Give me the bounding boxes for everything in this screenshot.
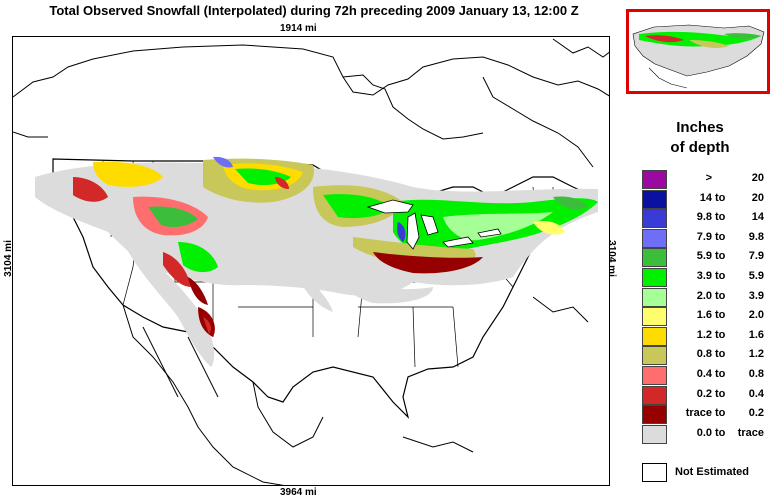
- map-title: Total Observed Snowfall (Interpolated) d…: [49, 3, 579, 18]
- legend-to-value: 1.6: [748, 328, 764, 341]
- legend-from-value: >: [705, 172, 712, 184]
- legend-from-value: 0.0: [696, 426, 712, 439]
- legend-to-value: trace: [737, 426, 764, 439]
- legend-row: 0.0 to trace: [642, 424, 774, 444]
- legend-row: 1.6 to 2.0: [642, 307, 774, 327]
- legend-row: 14 to 20: [642, 189, 774, 209]
- legend-separator: to: [715, 407, 726, 420]
- legend-swatch: [642, 346, 667, 366]
- legend-separator: to: [715, 348, 726, 361]
- great-lakes: [366, 199, 502, 250]
- legend-title-line1: Inches: [676, 119, 724, 136]
- legend-to-value: 0.4: [748, 387, 764, 400]
- legend-swatch: [642, 248, 667, 268]
- legend-title: Inches of depth: [630, 118, 770, 158]
- legend-row: 1.2 to 1.6: [642, 326, 774, 346]
- legend-from-value: trace: [685, 407, 712, 420]
- legend-swatch: [642, 366, 667, 385]
- legend-separator: to: [715, 368, 726, 380]
- legend-to-value: 7.9: [748, 250, 764, 263]
- legend-to-value: 9.8: [748, 230, 764, 243]
- snow-areas: [73, 156, 598, 337]
- legend-separator: to: [715, 289, 726, 302]
- legend-swatch: [642, 405, 667, 425]
- legend-from-value: 1.2: [696, 328, 712, 341]
- legend-row: 7.9 to 9.8: [642, 228, 774, 248]
- legend-separator: to: [715, 309, 726, 322]
- legend-row: 5.9 to 7.9: [642, 248, 774, 268]
- legend-separator: to: [715, 211, 726, 224]
- legend-label-not-estimated: Not Estimated: [675, 466, 749, 478]
- legend-row: >20: [642, 170, 774, 189]
- legend-from-value: 14: [699, 191, 712, 204]
- legend-to-value: 3.9: [748, 289, 764, 302]
- legend-title-line2: of depth: [670, 139, 730, 156]
- legend-to-value: 20: [751, 172, 764, 184]
- legend-to-value: 14: [751, 211, 764, 224]
- legend-from-value: 0.2: [696, 387, 712, 400]
- legend-row: 9.8 to 14: [642, 209, 774, 229]
- legend-from-value: 3.9: [696, 270, 712, 282]
- legend-row: 0.8 to 1.2: [642, 346, 774, 366]
- legend-swatch: [642, 209, 667, 229]
- legend-to-value: 20: [751, 191, 764, 204]
- legend-swatch: [642, 307, 667, 327]
- land-south: [122, 296, 589, 485]
- legend-not-estimated: Not Estimated: [642, 463, 774, 482]
- legend-separator: to: [715, 328, 726, 341]
- legend-separator: to: [715, 426, 726, 439]
- legend-row: 0.2 to 0.4: [642, 385, 774, 405]
- dimension-bottom: 3964 mi: [280, 487, 317, 498]
- legend-from-value: 0.4: [696, 368, 712, 380]
- snowfall-map[interactable]: [12, 36, 610, 486]
- legend-swatch: [642, 268, 667, 287]
- legend-to-value: 1.2: [748, 348, 764, 361]
- legend-from-value: 9.8: [696, 211, 712, 224]
- legend-swatch-not-estimated: [642, 463, 667, 482]
- dimension-top: 1914 mi: [280, 23, 317, 34]
- legend-from-value: 0.8: [696, 348, 712, 361]
- legend-separator: to: [715, 250, 726, 263]
- legend-swatch: [642, 385, 667, 405]
- land-north: [13, 38, 609, 168]
- legend-separator: to: [715, 387, 726, 400]
- legend-swatch: [642, 326, 667, 346]
- legend-swatch: [642, 424, 667, 444]
- legend-swatch: [642, 228, 667, 248]
- legend-to-value: 0.8: [748, 368, 764, 380]
- legend-row: 2.0 to 3.9: [642, 287, 774, 307]
- legend-from-value: 7.9: [696, 230, 712, 243]
- legend-row: 0.4 to 0.8: [642, 366, 774, 385]
- legend-separator: to: [715, 230, 726, 243]
- legend-from-value: 1.6: [696, 309, 712, 322]
- legend-to-value: 5.9: [748, 270, 764, 282]
- legend-swatch: [642, 189, 667, 209]
- inset-canvas: [632, 24, 765, 89]
- legend-row: 3.9 to 5.9: [642, 268, 774, 287]
- legend-to-value: 2.0: [748, 309, 764, 322]
- legend-swatch: [642, 170, 667, 189]
- legend-from-value: 2.0: [696, 289, 712, 302]
- overview-inset-map[interactable]: [626, 9, 770, 94]
- legend-from-value: 5.9: [696, 250, 712, 263]
- legend-separator: to: [715, 270, 726, 282]
- map-canvas: [13, 38, 609, 485]
- legend-swatch: [642, 287, 667, 307]
- legend-row: trace to 0.2: [642, 405, 774, 425]
- legend-separator: to: [715, 191, 726, 204]
- legend-to-value: 0.2: [748, 407, 764, 420]
